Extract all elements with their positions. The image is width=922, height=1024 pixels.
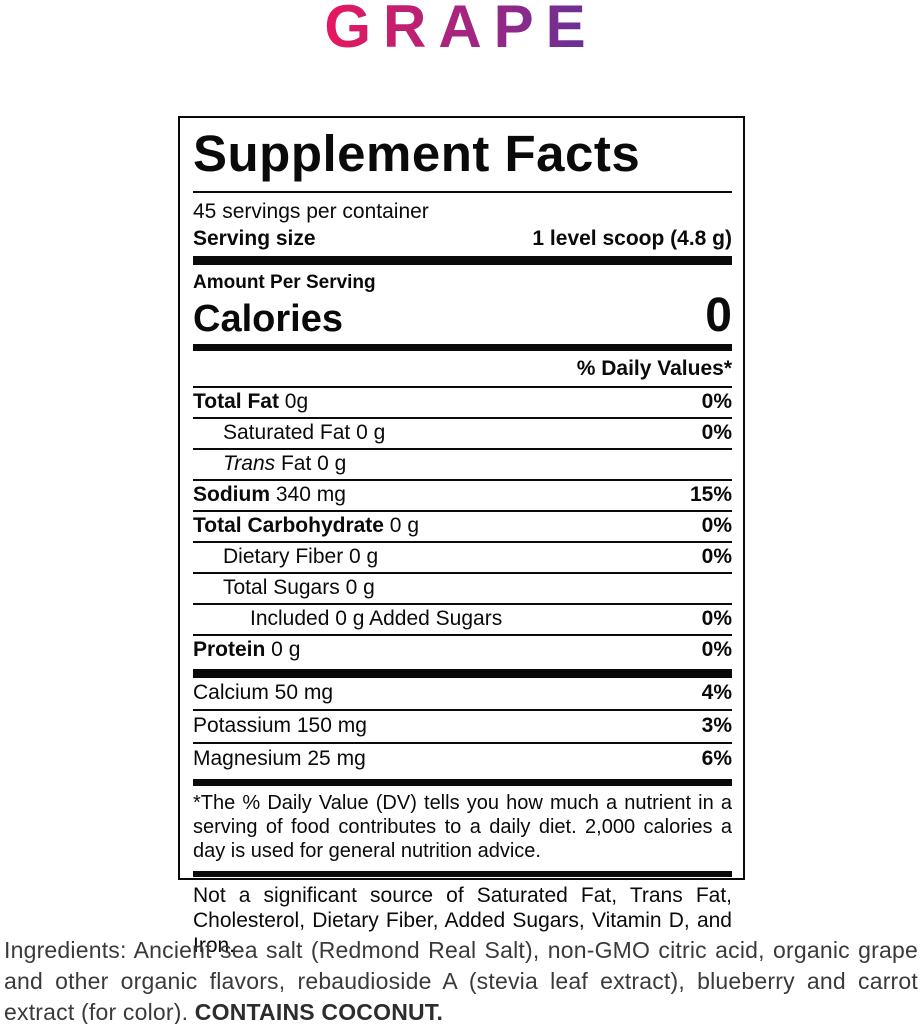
daily-value-percent: 3%	[701, 714, 732, 737]
supplement-facts-box: Supplement Facts 45 servings per contain…	[178, 116, 745, 957]
nutrient-amount: Saturated Fat 0 g	[223, 421, 386, 444]
nutrient-amount: Dietary Fiber 0 g	[223, 545, 379, 568]
daily-value-percent: 0%	[701, 514, 732, 537]
daily-value-percent: 4%	[701, 681, 732, 704]
nutrient-name-italic: Trans	[223, 452, 276, 475]
nutrient-amount: Magnesium 25 mg	[193, 747, 366, 770]
daily-value-percent: 0%	[701, 390, 732, 413]
nutrient-amount: 340 mg	[270, 483, 346, 506]
daily-value-percent: 15%	[689, 483, 732, 506]
nutrient-row-saturated-fat: Saturated Fat 0 g 0%	[193, 419, 732, 450]
flavor-title: GRAPE	[324, 0, 597, 61]
nutrient-name: Sodium	[193, 483, 270, 506]
nutrient-row-protein: Protein 0 g 0%	[193, 636, 732, 665]
ingredients-text: Ingredients: Ancient sea salt (Redmond R…	[4, 937, 918, 1024]
nutrient-row-dietary-fiber: Dietary Fiber 0 g 0%	[193, 543, 732, 574]
thick-divider-4	[193, 779, 732, 786]
serving-size-row: Serving size 1 level scoop (4.8 g)	[193, 225, 732, 252]
nutrient-amount: 0 g	[383, 514, 419, 537]
mineral-row-potassium: Potassium 150 mg 3%	[193, 711, 732, 744]
mineral-row-magnesium: Magnesium 25 mg 6%	[193, 744, 732, 775]
thick-divider-1	[193, 256, 732, 265]
amount-per-serving-label: Amount Per Serving	[193, 272, 376, 293]
serving-size-value: 1 level scoop (4.8 g)	[532, 227, 732, 250]
nutrient-amount: Calcium 50 mg	[193, 681, 334, 704]
daily-value-percent: 0%	[701, 545, 732, 568]
daily-value-percent: 0%	[701, 421, 732, 444]
mineral-row-calcium: Calcium 50 mg 4%	[193, 678, 732, 711]
nutrient-amount: Fat 0 g	[275, 452, 347, 475]
ingredients-paragraph: Ingredients: Ancient sea salt (Redmond R…	[4, 935, 918, 1024]
calories-row: Calories 0	[193, 289, 732, 342]
nutrient-row-total-sugars: Total Sugars 0 g	[193, 574, 732, 605]
thick-divider-5	[193, 871, 732, 877]
calories-label: Calories	[193, 298, 343, 340]
calories-value: 0	[705, 289, 732, 342]
daily-value-percent: 6%	[701, 747, 732, 770]
nutrient-amount: Included 0 g Added Sugars	[250, 607, 503, 630]
nutrient-amount: Potassium 150 mg	[193, 714, 367, 737]
nutrient-name: Total Carbohydrate	[193, 514, 384, 537]
nutrient-row-trans-fat: Trans Fat 0 g	[193, 450, 732, 481]
thick-divider-3	[193, 669, 732, 678]
nutrient-amount: Total Sugars 0 g	[223, 576, 375, 599]
nutrient-row-added-sugars: Included 0 g Added Sugars 0%	[193, 605, 732, 636]
nutrient-amount: 0g	[278, 390, 309, 413]
nutrient-amount: 0 g	[265, 638, 301, 661]
daily-value-percent: 0%	[701, 638, 732, 661]
nutrient-row-total-fat: Total Fat 0g 0%	[193, 388, 732, 419]
nutrient-row-sodium: Sodium 340 mg 15%	[193, 481, 732, 512]
serving-size-label: Serving size	[193, 227, 316, 250]
servings-per-container: 45 servings per container	[193, 200, 429, 223]
contains-allergen: CONTAINS COCONUT.	[194, 999, 444, 1024]
nutrient-name: Total Fat	[193, 390, 279, 413]
divider-under-title	[193, 191, 732, 193]
nutrient-name: Protein	[193, 638, 266, 661]
nutrient-row-total-carbohydrate: Total Carbohydrate 0 g 0%	[193, 512, 732, 543]
daily-value-footnote: *The % Daily Value (DV) tells you how mu…	[193, 792, 732, 862]
supplement-facts-title: Supplement Facts	[193, 125, 641, 182]
not-significant-note: Not a significant source of Saturated Fa…	[193, 884, 732, 957]
thick-divider-2	[193, 344, 732, 351]
daily-values-header: % Daily Values*	[193, 351, 732, 388]
daily-value-percent: 0%	[701, 607, 732, 630]
flavor-title-wrap: GRAPE	[0, 0, 922, 61]
